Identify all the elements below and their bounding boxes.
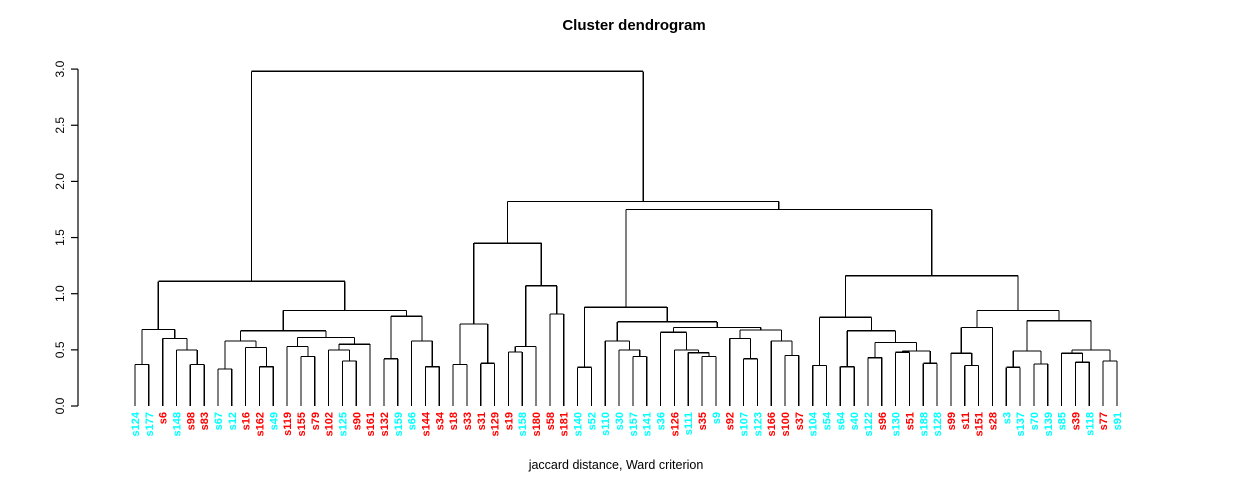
leaf-label: s158	[517, 412, 529, 436]
leaf-label: s144	[420, 411, 432, 436]
leaf-label: s100	[780, 412, 792, 436]
leaf-label: s67	[213, 412, 225, 430]
leaf-label: s64	[835, 411, 847, 430]
leaf-label: s122	[863, 412, 875, 436]
dendrogram-tree-lines	[134, 70, 1118, 406]
leaf-label: s54	[822, 411, 834, 430]
leaf-label: s40	[849, 412, 861, 430]
leaf-label: s140	[573, 412, 585, 436]
leaf-label: s123	[752, 412, 764, 436]
leaf-label: s124	[130, 411, 142, 436]
leaf-label: s33	[462, 412, 474, 430]
leaf-label: s91	[1112, 412, 1124, 430]
leaf-label: s104	[808, 411, 820, 436]
y-axis: 0.0 0.5 1.0 1.5 2.0 2.5 3.0	[53, 60, 79, 414]
leaf-label: s137	[1015, 412, 1027, 436]
leaf-label: s110	[600, 412, 612, 436]
leaf-label: s12	[227, 412, 239, 430]
leaf-label: s6	[158, 412, 170, 424]
leaf-label: s49	[268, 412, 280, 430]
leaf-label: s66	[407, 412, 419, 430]
leaf-label: s77	[1098, 412, 1110, 430]
leaf-label: s161	[365, 412, 377, 436]
leaf-label: s155	[296, 412, 308, 436]
leaf-label: s139	[1043, 412, 1055, 436]
leaf-label: s126	[669, 412, 681, 436]
dendrogram-tree	[134, 70, 1118, 406]
y-axis-tick-label: 3.0	[53, 60, 67, 77]
leaf-label: s90	[351, 412, 363, 430]
y-axis-tick-label: 2.0	[53, 173, 67, 190]
leaf-label: s148	[171, 412, 183, 436]
leaf-label: s181	[559, 412, 571, 436]
y-axis-tick-label: 1.0	[53, 285, 67, 302]
leaf-label: s31	[476, 412, 488, 430]
leaf-label: s98	[185, 412, 197, 430]
leaf-label: s19	[503, 412, 515, 430]
leaf-label: s11	[960, 412, 972, 430]
leaf-label: s141	[642, 412, 654, 436]
leaf-label: s51	[904, 412, 916, 430]
leaf-label: s52	[586, 412, 598, 430]
leaf-label: s96	[877, 412, 889, 430]
leaf-label: s18	[448, 412, 460, 430]
leaf-label: s180	[531, 412, 543, 436]
leaf-label: s125	[337, 412, 349, 436]
leaf-label: s111	[683, 412, 695, 435]
leaf-labels: s124 s177 s6 s148 s98 s83 s67 s12 s16 s162 s49 s119…	[130, 411, 1124, 436]
leaf-label: s30	[614, 412, 626, 430]
x-axis-caption: jaccard distance, Ward criterion	[528, 458, 704, 472]
y-axis-tick-label: 0.0	[53, 397, 67, 414]
leaf-label: s107	[739, 412, 751, 436]
leaf-label: s162	[254, 412, 266, 436]
leaf-label: s132	[379, 412, 391, 436]
leaf-label: s16	[241, 412, 253, 430]
leaf-label: s130	[891, 412, 903, 436]
leaf-label: s188	[918, 412, 930, 436]
plot-title: Cluster dendrogram	[562, 17, 705, 34]
leaf-label: s128	[932, 412, 944, 436]
leaf-label: s70	[1029, 412, 1041, 430]
leaf-label: s34	[434, 411, 446, 430]
leaf-label: s177	[144, 412, 156, 436]
leaf-label: s92	[725, 412, 737, 430]
leaf-label: s58	[545, 412, 557, 430]
leaf-label: s28	[987, 412, 999, 430]
leaf-label: s102	[324, 412, 336, 436]
leaf-label: s39	[1070, 412, 1082, 430]
leaf-label: s3	[1001, 412, 1013, 424]
leaf-label: s79	[310, 412, 322, 430]
leaf-label: s99	[946, 412, 958, 430]
leaf-label: s166	[766, 412, 778, 436]
leaf-label: s85	[1057, 412, 1069, 430]
leaf-label: s129	[490, 412, 502, 436]
leaf-label: s36	[656, 412, 668, 430]
leaf-label: s83	[199, 412, 211, 430]
y-axis-tick-label: 1.5	[53, 229, 67, 246]
leaf-label: s157	[628, 412, 640, 436]
leaf-label: s9	[711, 412, 723, 424]
leaf-label: s37	[794, 412, 806, 430]
y-axis-tick-label: 2.5	[53, 117, 67, 134]
leaf-label: s151	[974, 412, 986, 436]
y-axis-tick-label: 0.5	[53, 341, 67, 358]
leaf-label: s118	[1084, 412, 1096, 436]
leaf-label: s119	[282, 412, 294, 436]
leaf-label: s159	[393, 412, 405, 436]
leaf-label: s35	[697, 412, 709, 430]
